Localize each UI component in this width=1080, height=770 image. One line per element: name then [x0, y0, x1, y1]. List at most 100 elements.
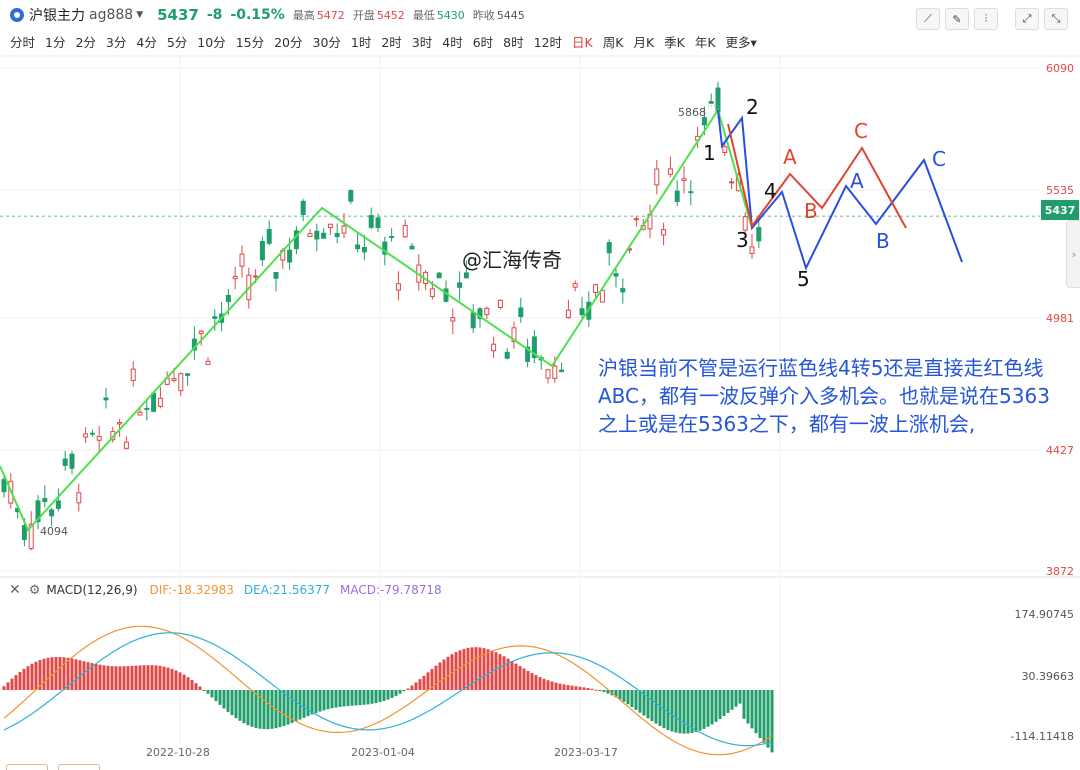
- macd-histogram-bar: [470, 647, 474, 690]
- macd-histogram-bar: [606, 690, 610, 694]
- macd-histogram-bar: [574, 686, 578, 690]
- wave-number: 2: [746, 95, 759, 119]
- candle-body: [212, 316, 218, 319]
- period-tab[interactable]: 季K: [664, 34, 685, 50]
- period-tab[interactable]: 分时: [10, 34, 36, 50]
- macd-axis-label: -114.11418: [1011, 730, 1074, 743]
- period-tab[interactable]: 1分: [45, 34, 66, 50]
- macd-histogram-bar: [502, 656, 506, 690]
- period-tab[interactable]: 周K: [602, 34, 624, 50]
- period-tab[interactable]: 日K: [572, 34, 593, 50]
- candle-body: [35, 500, 41, 523]
- close-icon[interactable]: ✕: [9, 582, 21, 598]
- candle-body: [368, 215, 374, 228]
- macd-histogram-bar: [146, 665, 150, 690]
- macd-histogram-bar: [346, 690, 350, 707]
- candle-body: [266, 229, 272, 244]
- candle-body: [273, 271, 279, 279]
- period-tab[interactable]: 15分: [235, 34, 265, 50]
- macd-histogram-bar: [90, 663, 94, 690]
- macd-histogram-bar: [714, 690, 718, 722]
- macd-histogram-bar: [78, 660, 82, 690]
- macd-histogram-bar: [558, 683, 562, 690]
- macd-histogram-bar: [398, 690, 402, 694]
- period-tab[interactable]: 4分: [136, 34, 157, 50]
- macd-histogram-bar: [554, 682, 558, 690]
- candle-body: [185, 373, 191, 376]
- candle-body: [314, 230, 320, 240]
- period-tab[interactable]: 2分: [75, 34, 96, 50]
- draw-line-icon[interactable]: ⟋: [916, 8, 940, 30]
- macd-histogram-bar: [650, 690, 654, 722]
- bottom-tab[interactable]: [58, 764, 100, 770]
- macd-histogram-bar: [158, 665, 162, 690]
- period-tab[interactable]: 月K: [633, 34, 655, 50]
- macd-histogram-bar: [394, 690, 398, 696]
- period-tab[interactable]: 5分: [166, 34, 188, 50]
- macd-histogram-bar: [718, 690, 722, 719]
- period-tab[interactable]: 10分: [197, 34, 226, 50]
- period-tab[interactable]: 4时: [442, 34, 463, 50]
- period-tab[interactable]: 30分: [312, 34, 341, 50]
- period-tab[interactable]: 8时: [503, 34, 524, 50]
- macd-histogram-bar: [130, 665, 134, 690]
- macd-histogram-bar: [42, 658, 46, 690]
- period-tab[interactable]: 更多▾: [725, 34, 757, 50]
- period-tab[interactable]: 12时: [533, 34, 563, 50]
- period-tab[interactable]: 6时: [472, 34, 494, 50]
- symbol-name[interactable]: 沪银主力: [29, 8, 85, 24]
- macd-histogram-bar: [618, 690, 622, 700]
- macd-histogram-bar: [38, 660, 42, 690]
- watermark: @汇海传奇: [462, 248, 562, 272]
- period-tab[interactable]: 3分: [105, 34, 127, 50]
- fullscreen-icon[interactable]: ⤢: [1015, 8, 1039, 30]
- period-tab[interactable]: 3时: [411, 34, 433, 50]
- candle-body: [287, 249, 293, 263]
- candle-body: [157, 397, 163, 407]
- bottom-tab[interactable]: [6, 764, 48, 770]
- macd-histogram-bar: [746, 690, 750, 724]
- macd-dif: DIF:-18.32983: [149, 583, 234, 597]
- expand-icon[interactable]: ⤡: [1044, 8, 1068, 30]
- settings-sliders-icon[interactable]: ⫶: [974, 8, 998, 30]
- macd-histogram-bar: [134, 665, 138, 690]
- pen-icon[interactable]: ✎: [945, 8, 969, 30]
- macd-histogram-bar: [770, 690, 774, 753]
- period-tab[interactable]: 1时: [350, 34, 372, 50]
- macd-histogram-bar: [426, 672, 430, 690]
- gear-icon[interactable]: ⚙: [28, 582, 41, 598]
- candle-body: [151, 392, 157, 412]
- candle-body: [559, 369, 565, 373]
- red-wave-label: A: [783, 145, 797, 169]
- symbol-code[interactable]: ag888: [89, 7, 134, 23]
- period-tab[interactable]: 20分: [274, 34, 303, 50]
- chevron-down-icon[interactable]: ▼: [136, 10, 144, 20]
- candle-body: [130, 368, 136, 381]
- period-tab[interactable]: 年K: [694, 34, 716, 50]
- candle-body: [613, 273, 619, 277]
- candle-body: [96, 435, 102, 441]
- macd-histogram-bar: [102, 665, 106, 690]
- high-price-label: 5868: [678, 106, 706, 119]
- chevron-right-icon[interactable]: ›: [1066, 220, 1080, 288]
- period-tab[interactable]: 2时: [381, 34, 402, 50]
- macd-histogram-bar: [570, 685, 574, 690]
- macd-histogram-bar: [598, 690, 602, 691]
- candle-body: [334, 232, 340, 238]
- macd-histogram-bar: [658, 690, 662, 727]
- macd-histogram-bar: [458, 650, 462, 690]
- macd-histogram-bar: [454, 652, 458, 690]
- macd-name[interactable]: MACD(12,26,9): [46, 583, 138, 597]
- macd-histogram-bar: [698, 690, 702, 731]
- candle-body: [83, 433, 89, 438]
- macd-histogram-bar: [186, 677, 190, 690]
- macd-histogram-bar: [474, 647, 478, 690]
- candle-body: [409, 245, 415, 250]
- candle-body: [123, 441, 129, 449]
- candle-body: [293, 230, 299, 250]
- macd-histogram-bar: [318, 690, 322, 712]
- candle-body: [137, 411, 143, 416]
- candle-body: [327, 223, 333, 229]
- candle-body: [606, 242, 612, 254]
